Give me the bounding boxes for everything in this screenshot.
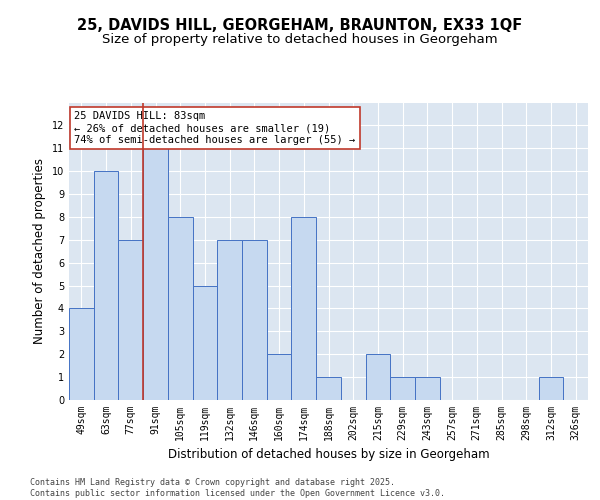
Text: Contains HM Land Registry data © Crown copyright and database right 2025.
Contai: Contains HM Land Registry data © Crown c… <box>30 478 445 498</box>
Bar <box>217 240 242 400</box>
Bar <box>69 308 94 400</box>
Bar <box>94 171 118 400</box>
Bar <box>415 377 440 400</box>
Text: 25 DAVIDS HILL: 83sqm
← 26% of detached houses are smaller (19)
74% of semi-deta: 25 DAVIDS HILL: 83sqm ← 26% of detached … <box>74 112 355 144</box>
Bar <box>292 217 316 400</box>
Text: 25, DAVIDS HILL, GEORGEHAM, BRAUNTON, EX33 1QF: 25, DAVIDS HILL, GEORGEHAM, BRAUNTON, EX… <box>77 18 523 32</box>
Text: Size of property relative to detached houses in Georgeham: Size of property relative to detached ho… <box>102 32 498 46</box>
Bar <box>168 217 193 400</box>
Bar <box>365 354 390 400</box>
Bar <box>539 377 563 400</box>
Bar <box>267 354 292 400</box>
Bar <box>143 148 168 400</box>
Bar <box>193 286 217 400</box>
Bar <box>316 377 341 400</box>
Bar <box>242 240 267 400</box>
Bar <box>390 377 415 400</box>
Y-axis label: Number of detached properties: Number of detached properties <box>33 158 46 344</box>
Bar <box>118 240 143 400</box>
X-axis label: Distribution of detached houses by size in Georgeham: Distribution of detached houses by size … <box>167 448 490 462</box>
